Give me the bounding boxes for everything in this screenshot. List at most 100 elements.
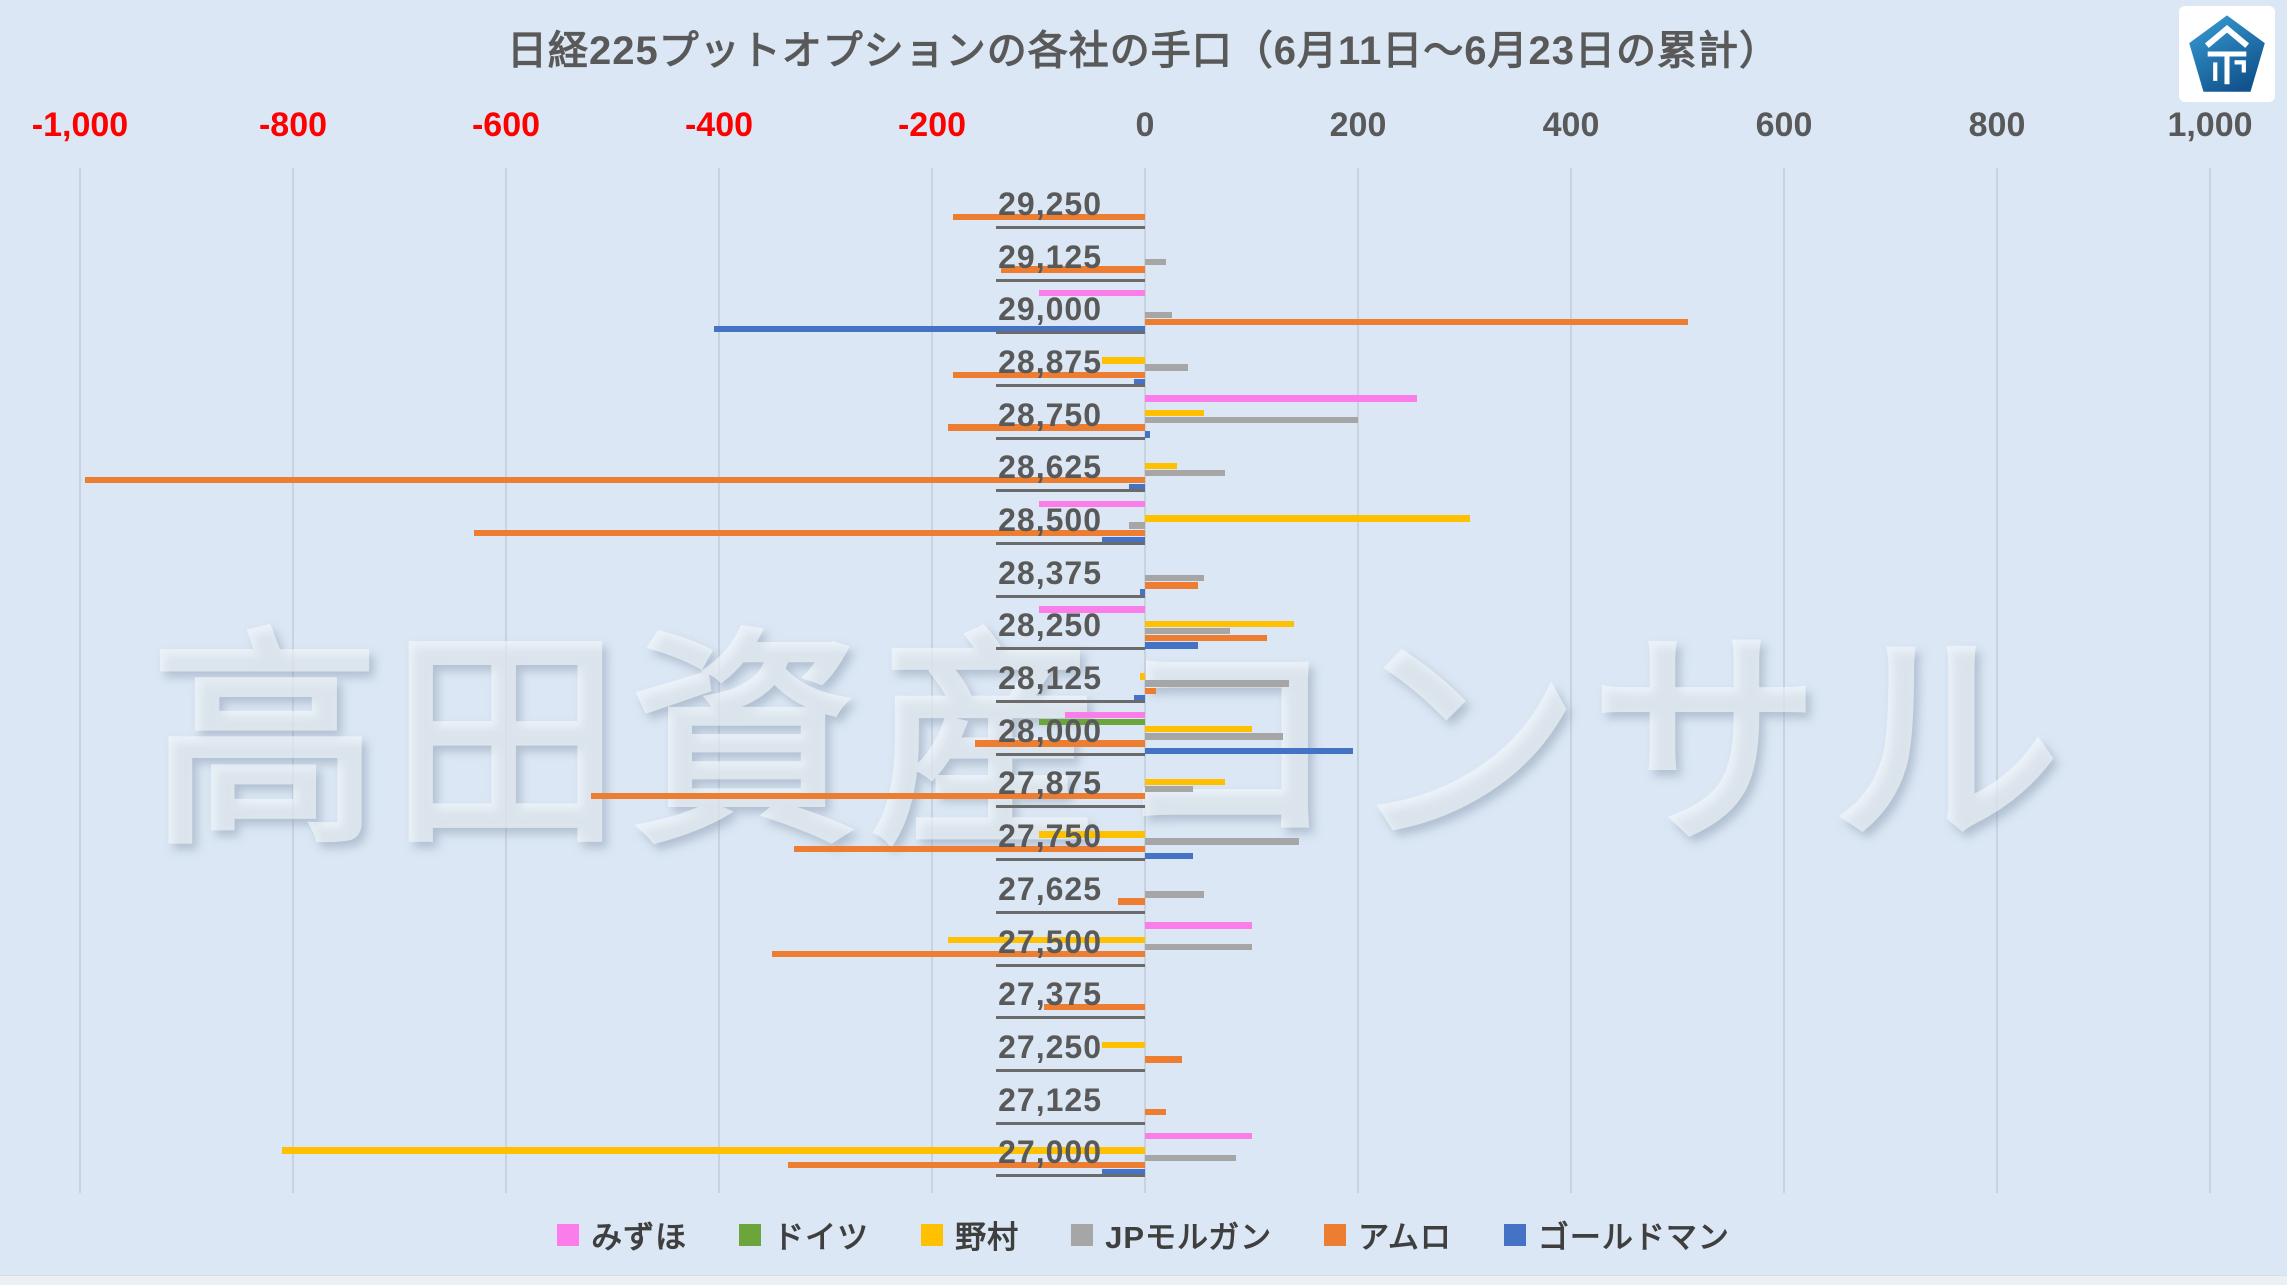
bar-野村 bbox=[1145, 725, 1252, 733]
bar-アムロ bbox=[953, 371, 1145, 378]
bar-野村 bbox=[1102, 1042, 1145, 1049]
bar-ゴールドマン bbox=[1145, 642, 1199, 649]
x-axis-tick-label: -400 bbox=[684, 106, 754, 144]
gridline bbox=[1357, 168, 1359, 1193]
bar-ゴールドマン bbox=[1145, 852, 1193, 860]
bar-JPモルガン bbox=[1145, 943, 1252, 951]
bar-みずほ bbox=[1038, 500, 1145, 508]
category-row: 27,750 bbox=[0, 812, 2287, 865]
legend-swatch-icon bbox=[1324, 1223, 1347, 1246]
bar-アムロ bbox=[1001, 266, 1145, 273]
gridline bbox=[1996, 168, 1998, 1193]
category-row: 27,500 bbox=[0, 918, 2287, 971]
strike-price-label: 28,375 bbox=[996, 555, 1145, 598]
x-axis-tick-label: -1,000 bbox=[31, 106, 129, 144]
bar-ゴールドマン bbox=[1102, 1168, 1145, 1176]
x-axis-tick-label: 0 bbox=[1135, 106, 1155, 144]
bar-ゴールドマン bbox=[713, 326, 1145, 333]
bar-みずほ bbox=[1065, 711, 1145, 718]
bar-アムロ bbox=[1043, 1003, 1145, 1011]
legend-item: アムロ bbox=[1324, 1212, 1452, 1257]
legend-label: JPモルガン bbox=[1105, 1220, 1273, 1255]
category-row: 27,375 bbox=[0, 970, 2287, 1023]
gridline bbox=[931, 168, 933, 1193]
category-row: 27,250 bbox=[0, 1023, 2287, 1076]
bar-アムロ bbox=[1145, 318, 1689, 326]
bottom-strip bbox=[0, 1275, 2287, 1285]
category-row: 29,250 bbox=[0, 180, 2287, 233]
gridline bbox=[79, 168, 81, 1193]
strike-price-label: 27,750 bbox=[996, 818, 1145, 862]
category-row: 27,875 bbox=[0, 759, 2287, 812]
legend-label: みずほ bbox=[591, 1220, 688, 1255]
bar-JPモルガン bbox=[1145, 469, 1225, 477]
legend-label: ゴールドマン bbox=[1537, 1220, 1730, 1255]
legend-label: ドイツ bbox=[773, 1220, 870, 1255]
bar-ゴールドマン bbox=[1102, 536, 1145, 544]
category-row: 28,750 bbox=[0, 391, 2287, 444]
legend-item: ドイツ bbox=[739, 1212, 869, 1257]
strike-price-label: 29,125 bbox=[996, 239, 1145, 282]
category-row: 27,625 bbox=[0, 865, 2287, 918]
gridline bbox=[1570, 168, 1572, 1193]
bar-JPモルガン bbox=[1145, 417, 1358, 424]
bar-みずほ bbox=[1145, 922, 1252, 929]
bar-ゴールドマン bbox=[1145, 431, 1151, 438]
bar-野村 bbox=[1139, 673, 1145, 680]
bar-野村 bbox=[1145, 409, 1204, 417]
strike-price-label: 27,125 bbox=[996, 1082, 1145, 1125]
bar-JPモルガン bbox=[1145, 1154, 1236, 1161]
bar-野村 bbox=[282, 1147, 1145, 1154]
pentagon-logo-icon bbox=[2189, 15, 2265, 92]
bar-JPモルガン bbox=[1145, 733, 1284, 740]
category-row: 27,125 bbox=[0, 1076, 2287, 1129]
bar-アムロ bbox=[788, 1161, 1145, 1169]
legend-item: ゴールドマン bbox=[1503, 1212, 1730, 1257]
gridline bbox=[292, 168, 294, 1193]
category-row: 27,000 bbox=[0, 1128, 2287, 1181]
strike-price-label: 28,875 bbox=[996, 344, 1145, 388]
category-row: 29,125 bbox=[0, 233, 2287, 286]
x-axis-tick-label: 800 bbox=[1968, 106, 2026, 144]
bar-野村 bbox=[1102, 357, 1145, 364]
category-row: 28,500 bbox=[0, 496, 2287, 549]
strike-price-label: 29,250 bbox=[996, 186, 1145, 229]
gridline bbox=[2209, 168, 2211, 1193]
bar-ゴールドマン bbox=[1134, 378, 1145, 386]
legend-item: JPモルガン bbox=[1071, 1212, 1272, 1257]
strike-price-label: 28,000 bbox=[996, 713, 1145, 756]
bar-JPモルガン bbox=[1145, 364, 1188, 371]
x-axis-tick-label: 600 bbox=[1755, 106, 1813, 144]
bar-アムロ bbox=[474, 529, 1145, 536]
bar-JPモルガン bbox=[1145, 891, 1204, 898]
bar-アムロ bbox=[793, 845, 1145, 853]
bar-JPモルガン bbox=[1129, 522, 1145, 529]
bar-野村 bbox=[1145, 620, 1295, 627]
bar-JPモルガン bbox=[1145, 259, 1167, 266]
strike-price-label: 27,250 bbox=[996, 1029, 1145, 1072]
strike-price-label: 27,000 bbox=[996, 1134, 1145, 1178]
category-row: 28,875 bbox=[0, 338, 2287, 391]
strike-price-label: 28,625 bbox=[996, 449, 1145, 493]
bar-野村 bbox=[1145, 778, 1225, 785]
strike-price-label: 28,250 bbox=[996, 607, 1145, 651]
strike-price-label: 29,000 bbox=[996, 291, 1145, 335]
x-axis-tick-label: 400 bbox=[1542, 106, 1600, 144]
bar-アムロ bbox=[1145, 582, 1199, 589]
legend-item: 野村 bbox=[921, 1212, 1019, 1257]
bar-アムロ bbox=[85, 476, 1145, 484]
legend-swatch-icon bbox=[1071, 1223, 1094, 1246]
bar-JPモルガン bbox=[1145, 680, 1289, 687]
category-row: 29,000 bbox=[0, 285, 2287, 338]
bar-アムロ bbox=[772, 951, 1145, 958]
category-row: 28,125 bbox=[0, 654, 2287, 707]
gridline bbox=[1783, 168, 1785, 1193]
category-row: 28,000 bbox=[0, 707, 2287, 760]
bar-JPモルガン bbox=[1145, 838, 1300, 845]
bar-野村 bbox=[1038, 831, 1145, 838]
gridline bbox=[718, 168, 720, 1193]
x-axis-tick-label: -600 bbox=[471, 106, 541, 144]
chart-title: 日経225プットオプションの各社の手口（6月11日〜6月23日の累計） bbox=[506, 29, 1780, 73]
legend-label: 野村 bbox=[955, 1220, 1020, 1255]
